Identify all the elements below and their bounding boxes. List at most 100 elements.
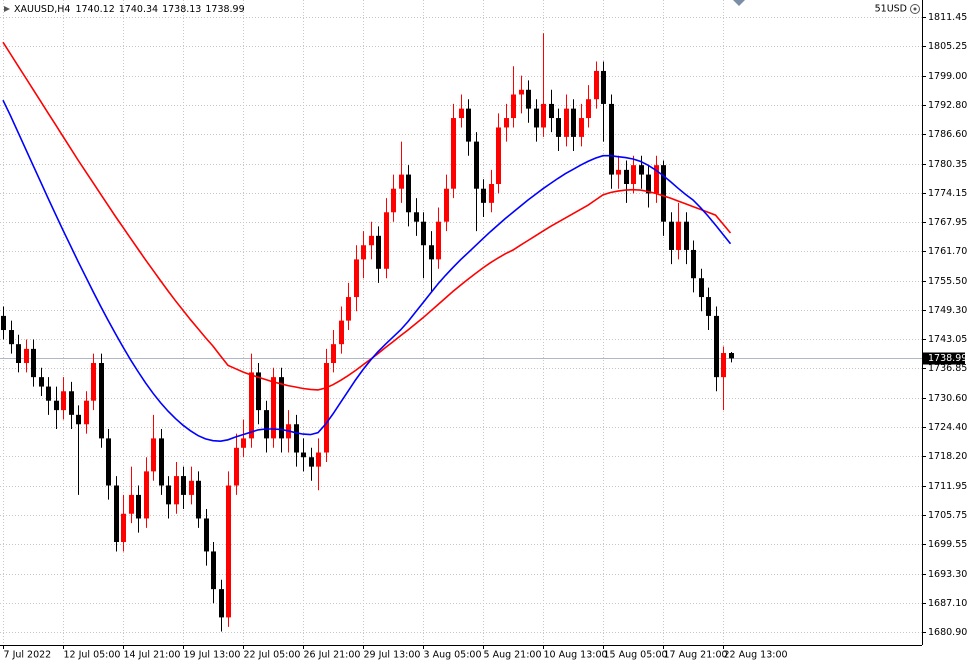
candle-body bbox=[121, 513, 126, 543]
candle-body bbox=[429, 245, 434, 260]
candle-body bbox=[279, 377, 284, 439]
candle-body bbox=[481, 188, 486, 203]
candle-body bbox=[504, 118, 509, 128]
candle-body bbox=[601, 70, 606, 104]
y-tick-label: 1792.80 bbox=[928, 100, 967, 111]
candle-body bbox=[534, 108, 539, 128]
candle-body bbox=[669, 221, 674, 250]
y-tick-label: 1749.30 bbox=[928, 305, 967, 316]
candle-body bbox=[489, 184, 494, 203]
x-tick-label: 7 Jul 2022 bbox=[4, 650, 52, 661]
scroll-marker[interactable] bbox=[733, 0, 745, 6]
candle-body bbox=[69, 391, 74, 415]
candle-body bbox=[39, 377, 44, 387]
candle-body bbox=[204, 518, 209, 552]
candle-body bbox=[346, 297, 351, 321]
candle-body bbox=[331, 344, 336, 364]
candle-body bbox=[459, 108, 464, 119]
candle-body bbox=[399, 174, 404, 189]
y-tick-label: 1755.50 bbox=[928, 276, 967, 287]
candle-body bbox=[256, 372, 261, 411]
y-tick-label: 1680.90 bbox=[928, 627, 967, 638]
y-tick-label: 1693.30 bbox=[928, 569, 967, 580]
candle-body bbox=[406, 174, 411, 213]
y-tick-label: 1805.25 bbox=[928, 41, 967, 52]
x-tick-label: 15 Aug 05:00 bbox=[604, 650, 668, 661]
candle-body bbox=[144, 471, 149, 519]
candle-body bbox=[511, 94, 516, 119]
candle-body bbox=[1, 315, 6, 331]
candle-body bbox=[129, 494, 134, 514]
candle-body bbox=[76, 414, 81, 425]
y-tick-label: 1736.85 bbox=[928, 363, 967, 374]
candle-body bbox=[174, 476, 179, 505]
candle-body bbox=[219, 589, 224, 618]
candle-body bbox=[646, 174, 651, 194]
candle-body bbox=[571, 108, 576, 137]
candle-body bbox=[496, 127, 501, 185]
candle-body bbox=[91, 363, 96, 401]
candle-body bbox=[264, 410, 269, 439]
candle-body bbox=[639, 165, 644, 175]
x-tick-label: 10 Aug 13:00 bbox=[544, 650, 608, 661]
candle-body bbox=[684, 221, 689, 250]
candle-body bbox=[474, 141, 479, 189]
candle-body bbox=[271, 377, 276, 439]
candle-body bbox=[151, 438, 156, 472]
candle-body bbox=[31, 348, 36, 378]
candle-body bbox=[564, 108, 569, 137]
candle-body bbox=[294, 424, 299, 453]
candle-body bbox=[714, 315, 719, 378]
candle-body bbox=[594, 70, 599, 100]
x-tick-label: 22 Aug 13:00 bbox=[724, 650, 788, 661]
header-close: 1738.99 bbox=[205, 4, 244, 15]
candle-body bbox=[451, 118, 456, 189]
current-price-label: 1738.99 bbox=[928, 353, 967, 364]
candle-body bbox=[624, 169, 629, 185]
candle-body bbox=[466, 108, 471, 142]
candle-body bbox=[586, 99, 591, 119]
y-tick-label: 1761.70 bbox=[928, 246, 967, 257]
candle-body bbox=[609, 103, 614, 175]
candle-body bbox=[706, 297, 711, 316]
candle-body bbox=[24, 348, 29, 364]
candle-body bbox=[211, 551, 216, 590]
candle-body bbox=[376, 235, 381, 269]
candle-body bbox=[444, 188, 449, 222]
candle-body bbox=[181, 476, 186, 495]
candle-body bbox=[189, 480, 194, 495]
candle-body bbox=[541, 103, 546, 128]
y-tick-label: 1780.35 bbox=[928, 159, 967, 170]
candle-body bbox=[414, 212, 419, 222]
x-tick-label: 12 Jul 05:00 bbox=[64, 650, 121, 661]
candle-body bbox=[526, 89, 531, 109]
candle-body bbox=[249, 372, 254, 439]
x-tick-label: 26 Jul 21:00 bbox=[304, 650, 361, 661]
y-tick-label: 1687.10 bbox=[928, 598, 967, 609]
candle-body bbox=[316, 452, 321, 467]
x-tick-label: 5 Aug 21:00 bbox=[484, 650, 542, 661]
symbol-icon bbox=[4, 6, 10, 12]
candle-body bbox=[234, 447, 239, 486]
candle-body bbox=[61, 391, 66, 411]
y-tick-label: 1705.75 bbox=[928, 510, 967, 521]
candle-body bbox=[729, 353, 734, 359]
candle-body bbox=[654, 165, 659, 194]
symbol: XAUUSD,H4 bbox=[14, 4, 70, 15]
account-icon[interactable] bbox=[910, 4, 920, 14]
y-tick-label: 1699.55 bbox=[928, 539, 967, 550]
current-price-box bbox=[923, 352, 965, 365]
y-tick-label: 1811.45 bbox=[928, 12, 967, 23]
candle-body bbox=[324, 363, 329, 453]
candle-body bbox=[136, 494, 141, 519]
candle-body bbox=[106, 438, 111, 486]
chart-header: XAUUSD,H4 1740.12 1740.34 1738.13 1738.99 bbox=[14, 4, 245, 15]
y-tick-label: 1711.95 bbox=[928, 481, 967, 492]
candle-body bbox=[99, 363, 104, 439]
candle-body bbox=[519, 89, 524, 95]
candle-body bbox=[721, 353, 726, 378]
candle-body bbox=[631, 165, 636, 185]
candle-body bbox=[46, 386, 51, 401]
candle-body bbox=[556, 118, 561, 137]
candle-body bbox=[384, 212, 389, 269]
